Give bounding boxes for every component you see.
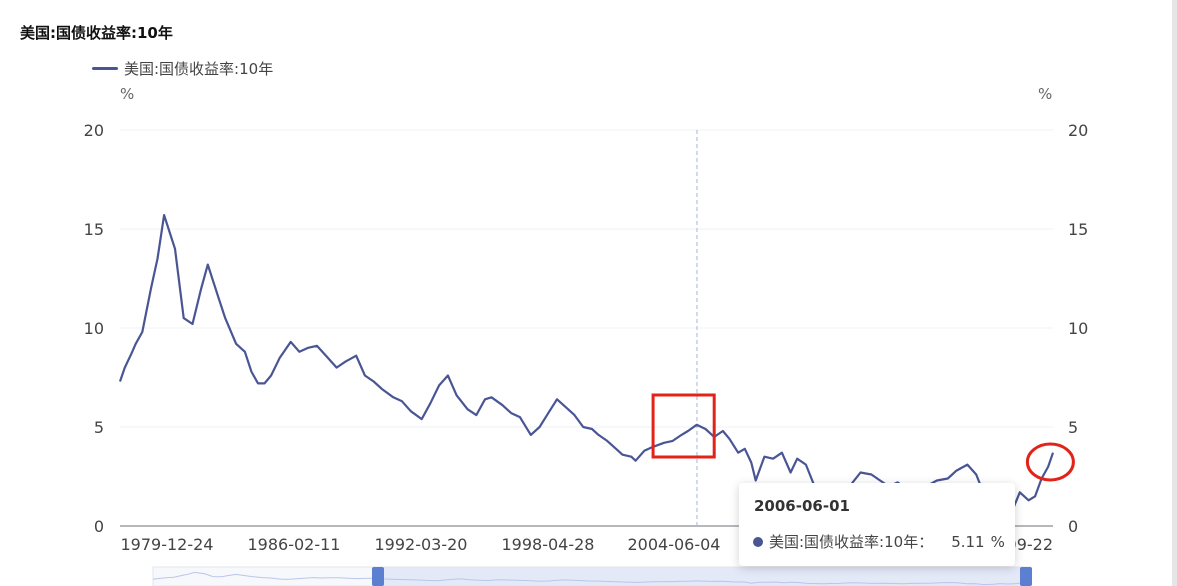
- tooltip-row: 美国:国债收益率:10年： 5.11 %: [753, 531, 1005, 552]
- tooltip-unit: %: [990, 532, 1005, 551]
- legend-swatch: [92, 66, 118, 70]
- tooltip-series-label: 美国:国债收益率:10年：: [769, 533, 934, 551]
- legend-item[interactable]: 美国:国债收益率:10年: [92, 58, 273, 78]
- tooltip: 2006-06-01 美国:国债收益率:10年： 5.11 %: [739, 483, 1015, 566]
- x-tick-label: 1986-02-11: [248, 535, 341, 554]
- y-tick-label-right: 10: [1068, 319, 1088, 338]
- tooltip-value: 5.11: [951, 532, 985, 551]
- y-tick-label-left: 0: [94, 517, 104, 536]
- y-axis-unit-right: %: [1038, 85, 1053, 103]
- x-tick-label: 1992-03-20: [375, 535, 468, 554]
- highlight-circle: [1025, 442, 1075, 482]
- y-tick-label-right: 0: [1068, 517, 1078, 536]
- y-tick-label-right: 15: [1068, 220, 1088, 239]
- y-axis-unit-left: %: [120, 85, 135, 103]
- x-tick-label: 1998-04-28: [502, 535, 595, 554]
- page-scrollbar[interactable]: [1172, 0, 1177, 586]
- x-tick-label: 2004-06-04: [628, 535, 721, 554]
- chart-title: 美国:国债收益率:10年: [20, 24, 173, 42]
- tooltip-series-dot: [753, 536, 763, 547]
- y-tick-label-left: 15: [84, 220, 104, 239]
- legend-label: 美国:国债收益率:10年: [124, 59, 274, 78]
- y-tick-label-right: 5: [1068, 418, 1078, 437]
- y-tick-label-right: 20: [1068, 121, 1088, 140]
- zoom-handle-left[interactable]: [372, 567, 384, 586]
- y-tick-label-left: 10: [84, 319, 104, 338]
- x-tick-label: 1979-12-24: [121, 535, 214, 554]
- tooltip-date: 2006-06-01: [754, 497, 850, 515]
- zoom-preview-line: [152, 571, 1032, 586]
- highlight-box: [651, 393, 716, 459]
- y-tick-label-left: 20: [84, 121, 104, 140]
- y-tick-label-left: 5: [94, 418, 104, 437]
- series-line-us-10y-yield: [118, 214, 1055, 516]
- zoom-handle-right[interactable]: [1020, 567, 1032, 586]
